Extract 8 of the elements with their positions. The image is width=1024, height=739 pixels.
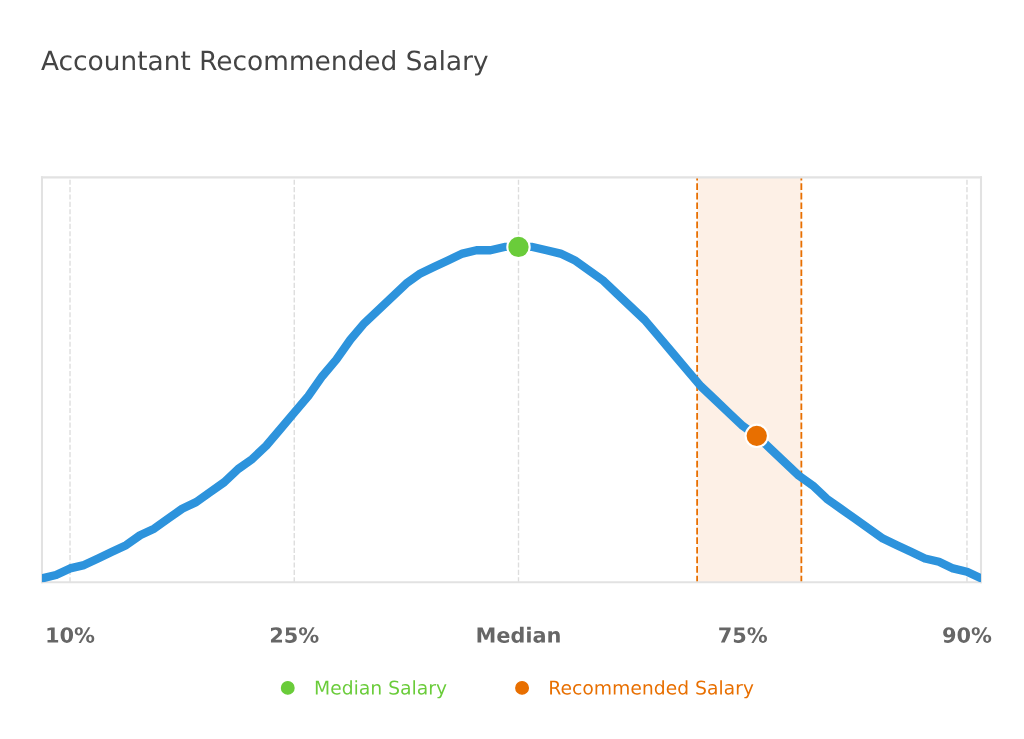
legend-label: Recommended Salary [550,680,754,699]
x-tick-label: Median [477,626,560,643]
chart-title: Accountant Recommended Salary [41,50,488,76]
x-tick-label: 10% [47,627,95,643]
x-tick-label: 75% [719,627,768,643]
legend-label: Median Salary [315,680,447,699]
x-tick-label: 25% [270,627,319,643]
x-tick-label: 90% [943,627,992,643]
